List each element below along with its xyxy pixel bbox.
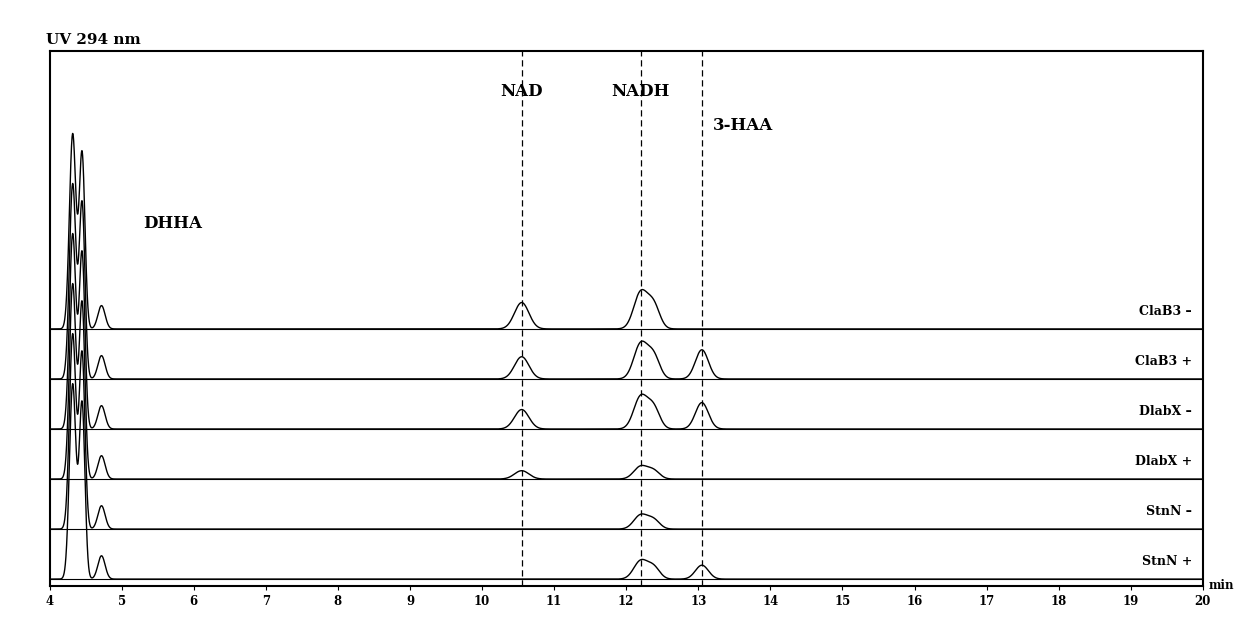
Text: UV 294 nm: UV 294 nm <box>46 34 141 48</box>
Text: StnN –: StnN – <box>1146 505 1192 518</box>
Text: min: min <box>1209 579 1234 592</box>
Text: NADH: NADH <box>611 83 670 99</box>
Text: 3-HAA: 3-HAA <box>713 117 773 134</box>
Text: DHHA: DHHA <box>144 215 202 232</box>
Text: DlabX +: DlabX + <box>1135 455 1192 468</box>
Text: DlabX –: DlabX – <box>1140 405 1192 418</box>
Text: StnN +: StnN + <box>1142 555 1192 568</box>
Text: ClaB3 –: ClaB3 – <box>1140 305 1192 318</box>
Text: NAD: NAD <box>501 83 543 99</box>
Text: ClaB3 +: ClaB3 + <box>1135 355 1192 368</box>
